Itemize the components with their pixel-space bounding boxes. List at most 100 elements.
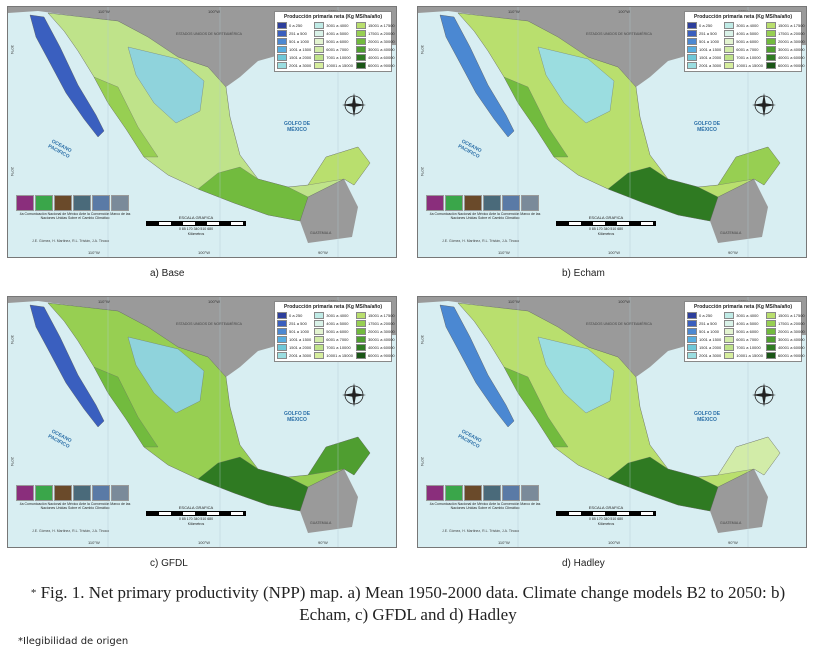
- institution-logo-icon: [464, 195, 482, 211]
- institution-text: 4a Comunicación Nacional de México Ante …: [429, 502, 541, 510]
- institution-logo-icon: [35, 195, 53, 211]
- longitude-label: 90°W: [318, 250, 328, 255]
- scale-units: Kilómetros: [597, 232, 615, 236]
- guatemala-label: GUATEMALA: [310, 521, 332, 525]
- legend-item-label: 2001 a 3000: [699, 63, 722, 68]
- legend-swatch: [355, 30, 366, 37]
- legend-item-label: 501 a 1000: [289, 329, 310, 334]
- legend-swatch: [765, 320, 776, 327]
- scale-units: Kilómetros: [187, 232, 205, 236]
- legend-swatch: [314, 336, 325, 343]
- legend-swatch: [724, 320, 735, 327]
- legend-item: 10001 a 15000: [724, 62, 763, 69]
- legend-item-label: 3001 a 4000: [326, 23, 349, 28]
- longitude-label: 110°W: [98, 9, 110, 14]
- longitude-label: 100°W: [618, 9, 631, 14]
- legend-item-label: 7001 a 10000: [736, 345, 761, 350]
- yucatan-peninsula: [717, 436, 781, 476]
- compass-rose-icon: [341, 92, 367, 118]
- west-coast: [503, 366, 569, 448]
- legend-item: 501 a 1000: [687, 328, 721, 335]
- legend-item-label: 30001 a 40000: [777, 337, 805, 342]
- legend-item: 4001 a 5000: [314, 320, 353, 327]
- institution-logo-icon: [35, 485, 53, 501]
- legend-grid: 0 a 250 3001 a 4000 15001 a 17500 251 a 500…: [687, 312, 805, 359]
- legend-swatch: [724, 344, 735, 351]
- compass-rose-icon: [751, 382, 777, 408]
- legend-swatch: [314, 62, 325, 69]
- legend-swatch: [687, 38, 697, 45]
- legend-item: 1001 a 1500: [687, 46, 721, 53]
- longitude-label: 110°W: [508, 9, 520, 14]
- footnote: *Ilegibilidad de origen: [18, 636, 129, 647]
- legend-swatch: [687, 352, 697, 359]
- legend-item: 10001 a 15000: [314, 62, 353, 69]
- legend-item-label: 15001 a 17500: [367, 23, 395, 28]
- legend-swatch: [277, 38, 287, 45]
- legend-item-label: 10001 a 15000: [736, 63, 763, 68]
- institution-logo-icon: [426, 485, 444, 501]
- legend-item: 60001 a 90000: [765, 62, 805, 69]
- legend-swatch: [724, 352, 735, 359]
- legend-swatch: [314, 30, 325, 37]
- gulf-label: GOLFO DE MÉXICO: [693, 121, 721, 133]
- scale-ticks: 0 85 170 340 510 680: [588, 517, 624, 521]
- legend-item-label: 0 a 250: [289, 313, 303, 318]
- legend-item-label: 20001 a 30000: [777, 39, 805, 44]
- legend-swatch: [277, 352, 287, 359]
- southern-region: [197, 166, 309, 222]
- legend-item-label: 251 a 500: [289, 31, 307, 36]
- legend-item: 4001 a 5000: [314, 30, 353, 37]
- legend-item: 10001 a 15000: [314, 352, 353, 359]
- legend-swatch: [355, 336, 366, 343]
- legend-item: 7001 a 10000: [314, 344, 353, 351]
- legend-item-label: 1001 a 1500: [289, 337, 312, 342]
- legend-item-label: 40001 a 60000: [777, 345, 805, 350]
- legend-item: 0 a 250: [277, 22, 311, 29]
- longitude-label: 100°W: [618, 299, 631, 304]
- legend-item: 6001 a 7000: [724, 336, 763, 343]
- scale-title: ESCALA GRAFICA: [178, 215, 214, 220]
- latitude-label: 30°N: [420, 45, 425, 54]
- legend-item-label: 30001 a 40000: [777, 47, 805, 52]
- legend-swatch: [277, 312, 287, 319]
- legend-item-label: 20001 a 30000: [367, 39, 395, 44]
- legend-item-label: 5001 a 6000: [326, 39, 349, 44]
- legend-item-label: 1001 a 1500: [699, 47, 722, 52]
- legend-item-label: 4001 a 5000: [736, 31, 759, 36]
- legend-item-label: 60001 a 90000: [367, 63, 395, 68]
- latitude-label: 30°N: [10, 45, 15, 54]
- map-credits: J.E. Gómez, H. Martinez, R.L. Tristán, J…: [442, 239, 520, 243]
- mexico-map: [8, 7, 396, 257]
- yucatan-peninsula: [717, 146, 781, 186]
- legend-item: 40001 a 60000: [355, 54, 395, 61]
- legend-item: 251 a 500: [277, 30, 311, 37]
- legend-item-label: 4001 a 5000: [736, 321, 759, 326]
- legend-item: 20001 a 30000: [355, 38, 395, 45]
- institution-text: 4a Comunicación Nacional de México Ante …: [429, 212, 541, 220]
- gulf-label: GOLFO DE MÉXICO: [693, 411, 721, 423]
- legend-item: 17501 a 20000: [765, 30, 805, 37]
- legend-item: 60001 a 90000: [765, 352, 805, 359]
- institution-logo-icon: [16, 485, 34, 501]
- scale-bar: ESCALA GRAFICA 0 85 170 340 510 680 Kilóme…: [556, 215, 656, 236]
- legend-item: 5001 a 6000: [724, 328, 763, 335]
- legend-item-label: 6001 a 7000: [326, 337, 349, 342]
- legend-swatch: [724, 22, 735, 29]
- legend-item: 1501 a 2000: [277, 54, 311, 61]
- legend-item: 2001 a 3000: [277, 352, 311, 359]
- legend-item: 7001 a 10000: [314, 54, 353, 61]
- scale-title: ESCALA GRAFICA: [588, 505, 624, 510]
- legend-item: 0 a 250: [687, 312, 721, 319]
- legend-item-label: 15001 a 17500: [777, 23, 805, 28]
- legend-swatch: [277, 336, 287, 343]
- guatemala-landmass: [710, 469, 768, 533]
- legend-item: 17501 a 20000: [765, 320, 805, 327]
- baja-california: [439, 14, 515, 138]
- legend-item: 15001 a 17500: [355, 312, 395, 319]
- legend-item: 5001 a 6000: [314, 328, 353, 335]
- institution-logo-icon: [464, 485, 482, 501]
- legend-item: 40001 a 60000: [765, 54, 805, 61]
- legend-item-label: 1501 a 2000: [699, 55, 722, 60]
- legend-item: 501 a 1000: [687, 38, 721, 45]
